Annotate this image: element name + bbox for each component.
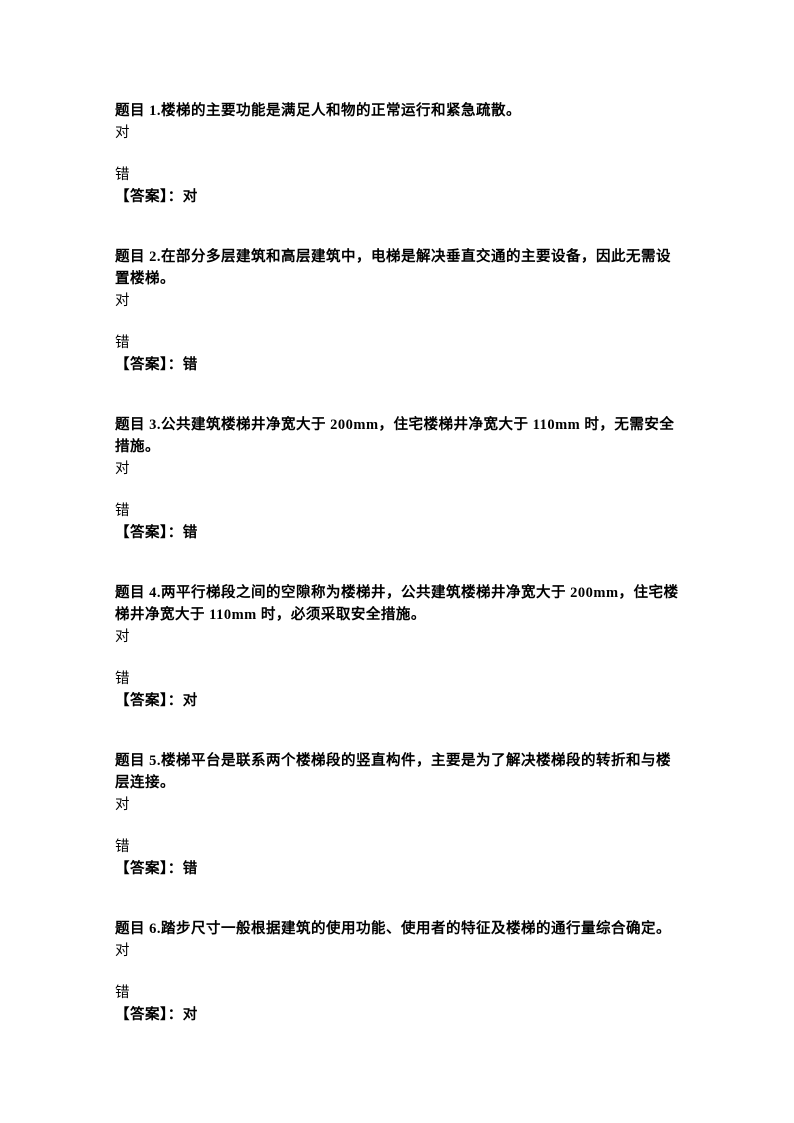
answer-value: 对: [183, 189, 198, 205]
option-false: 错: [115, 164, 679, 186]
question-body: 公共建筑楼梯井净宽大于 200mm，住宅楼梯井净宽大于 110mm 时，无需安全…: [115, 417, 674, 455]
answer-value: 错: [183, 861, 198, 877]
question-text: 题目 1.楼梯的主要功能是满足人和物的正常运行和紧急疏散。: [115, 100, 679, 122]
question-block: 题目 5.楼梯平台是联系两个楼梯段的竖直构件，主要是为了解决楼梯段的转折和与楼层…: [115, 750, 679, 880]
option-false: 错: [115, 500, 679, 522]
question-number: 题目 6.: [115, 921, 161, 937]
answer-line: 【答案】：对: [115, 1004, 679, 1026]
question-body: 楼梯平台是联系两个楼梯段的竖直构件，主要是为了解决楼梯段的转折和与楼层连接。: [115, 753, 671, 791]
option-false: 错: [115, 836, 679, 858]
question-text: 题目 4.两平行梯段之间的空隙称为楼梯井，公共建筑楼梯井净宽大于 200mm，住…: [115, 582, 679, 626]
question-number: 题目 2.: [115, 249, 161, 265]
answer-label: 【答案】：: [115, 1007, 183, 1023]
question-body: 两平行梯段之间的空隙称为楼梯井，公共建筑楼梯井净宽大于 200mm，住宅楼梯井净…: [115, 585, 679, 623]
answer-label: 【答案】：: [115, 525, 183, 541]
answer-line: 【答案】：对: [115, 690, 679, 712]
question-number: 题目 5.: [115, 753, 161, 769]
option-true: 对: [115, 626, 679, 648]
answer-value: 错: [183, 525, 198, 541]
question-block: 题目 6.踏步尺寸一般根据建筑的使用功能、使用者的特征及楼梯的通行量综合确定。 …: [115, 918, 679, 1026]
answer-value: 错: [183, 357, 198, 373]
option-false: 错: [115, 982, 679, 1004]
answer-value: 对: [183, 693, 198, 709]
answer-line: 【答案】：对: [115, 186, 679, 208]
question-text: 题目 5.楼梯平台是联系两个楼梯段的竖直构件，主要是为了解决楼梯段的转折和与楼层…: [115, 750, 679, 794]
question-block: 题目 4.两平行梯段之间的空隙称为楼梯井，公共建筑楼梯井净宽大于 200mm，住…: [115, 582, 679, 712]
question-body: 楼梯的主要功能是满足人和物的正常运行和紧急疏散。: [161, 103, 521, 119]
question-text: 题目 3.公共建筑楼梯井净宽大于 200mm，住宅楼梯井净宽大于 110mm 时…: [115, 414, 679, 458]
question-number: 题目 3.: [115, 417, 161, 433]
option-false: 错: [115, 332, 679, 354]
option-true: 对: [115, 794, 679, 816]
answer-line: 【答案】：错: [115, 858, 679, 880]
answer-label: 【答案】：: [115, 357, 183, 373]
option-false: 错: [115, 668, 679, 690]
option-true: 对: [115, 122, 679, 144]
question-block: 题目 3.公共建筑楼梯井净宽大于 200mm，住宅楼梯井净宽大于 110mm 时…: [115, 414, 679, 544]
question-block: 题目 1.楼梯的主要功能是满足人和物的正常运行和紧急疏散。 对 错 【答案】：对: [115, 100, 679, 208]
answer-value: 对: [183, 1007, 198, 1023]
question-number: 题目 1.: [115, 103, 161, 119]
document-content: 题目 1.楼梯的主要功能是满足人和物的正常运行和紧急疏散。 对 错 【答案】：对…: [115, 100, 679, 1026]
option-true: 对: [115, 458, 679, 480]
question-body: 踏步尺寸一般根据建筑的使用功能、使用者的特征及楼梯的通行量综合确定。: [161, 921, 671, 937]
option-true: 对: [115, 290, 679, 312]
question-block: 题目 2.在部分多层建筑和高层建筑中，电梯是解决垂直交通的主要设备，因此无需设置…: [115, 246, 679, 376]
question-body: 在部分多层建筑和高层建筑中，电梯是解决垂直交通的主要设备，因此无需设置楼梯。: [115, 249, 671, 287]
option-true: 对: [115, 940, 679, 962]
question-number: 题目 4.: [115, 585, 161, 601]
answer-label: 【答案】：: [115, 189, 183, 205]
question-text: 题目 6.踏步尺寸一般根据建筑的使用功能、使用者的特征及楼梯的通行量综合确定。: [115, 918, 679, 940]
answer-label: 【答案】：: [115, 693, 183, 709]
answer-line: 【答案】：错: [115, 354, 679, 376]
answer-label: 【答案】：: [115, 861, 183, 877]
answer-line: 【答案】：错: [115, 522, 679, 544]
question-text: 题目 2.在部分多层建筑和高层建筑中，电梯是解决垂直交通的主要设备，因此无需设置…: [115, 246, 679, 290]
